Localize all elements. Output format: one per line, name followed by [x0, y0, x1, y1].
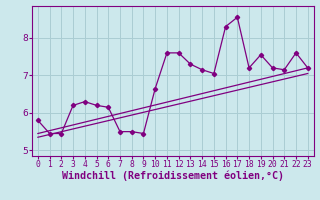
X-axis label: Windchill (Refroidissement éolien,°C): Windchill (Refroidissement éolien,°C) [62, 171, 284, 181]
